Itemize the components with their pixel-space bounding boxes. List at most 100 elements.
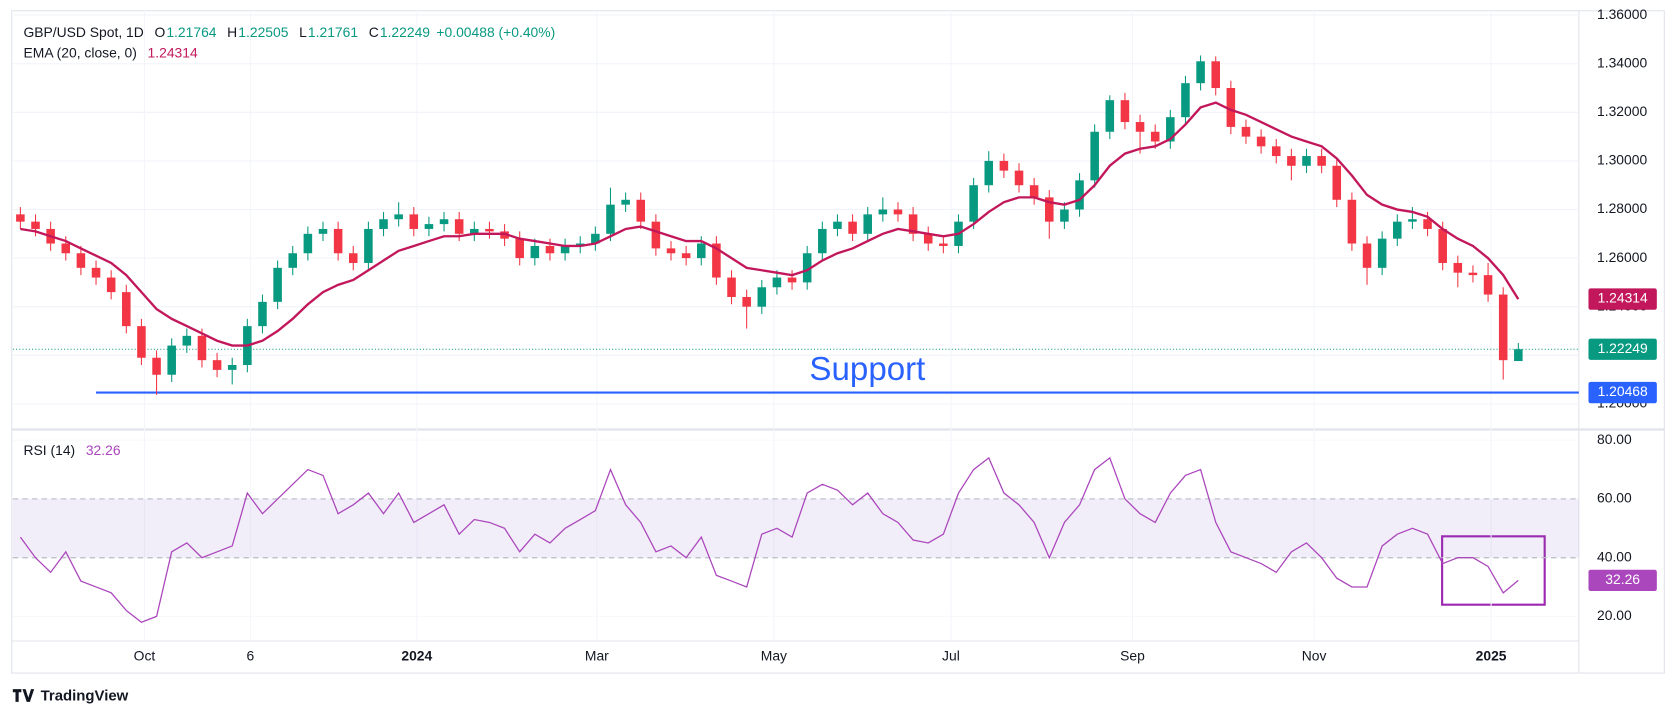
rsi-name: RSI (14) [24,442,76,458]
candle-body [802,253,812,283]
candle-body [1029,185,1039,198]
candle-body [1514,349,1523,362]
candle-body [878,209,888,215]
ohlc-value: 1.21764 [166,24,216,40]
x-tick-label: 2024 [401,648,432,664]
candle-body [591,233,600,244]
y-tick-label: 1.36000 [1597,6,1647,22]
candle-body [818,228,827,254]
candle-body [76,253,86,268]
candle-body [923,233,933,244]
rsi-badge-bg [1588,569,1657,592]
candle-body [1393,221,1402,239]
candle-body [258,301,267,327]
candle-body [530,245,540,259]
candle-body [1483,275,1493,295]
rsi-tick-label: 60.00 [1597,490,1632,506]
candle-body [318,228,328,234]
candle-body [681,253,691,259]
x-tick-label: Oct [134,648,156,664]
candle-body [61,243,71,254]
ema-badge-bg [1588,288,1657,310]
candle-body [621,199,630,205]
price-badge: 1.22249 [1598,340,1648,356]
candle-body [31,221,40,229]
candle-body [712,243,721,278]
candle-body [1256,136,1266,147]
candle-body [1226,88,1236,127]
candle-body [333,228,343,254]
rsi-band [12,498,1579,558]
candle-body [1166,117,1175,142]
candle-body [1120,100,1130,123]
candle-body [969,185,978,222]
candle-body [1014,170,1024,186]
candle-body [1075,180,1084,210]
candle-body [288,253,298,268]
price-badge-bg [1588,338,1657,360]
candle-body [757,287,767,307]
support-badge: 1.20468 [1598,383,1648,399]
candle-body [197,335,207,361]
candle-body [470,228,479,234]
x-tick-label: 2025 [1476,648,1507,664]
brand-logo [12,689,35,702]
candle-body [863,214,872,234]
candle-body [893,209,903,215]
candle-body [182,335,192,346]
candle-body [651,221,661,249]
candle-body [152,357,161,375]
y-tick-label: 1.32000 [1597,103,1647,119]
y-tick-label: 1.26000 [1597,249,1647,265]
brand-name: TradingView [41,688,129,705]
ema-legend: EMA (20, close, 0) 1.24314 [24,44,198,60]
candle-body [1317,156,1326,166]
candle-body [348,253,358,263]
plot: 1.200001.220001.240001.260001.280001.300… [12,6,1657,664]
brand: TradingView [12,688,129,705]
candle-body [1090,131,1099,181]
candle-body [606,204,615,234]
frame [11,10,1665,674]
ohlc-value: 1.22249 [380,24,430,40]
candle-body [137,326,146,358]
x-tick-label: May [761,648,787,664]
ema-name: EMA (20, close, 0) [24,44,137,60]
candle-body [1377,238,1387,268]
x-tick-label: 6 [247,648,255,664]
rsi-tick-label: 20.00 [1597,607,1632,623]
candle-body [636,199,646,222]
candle-body [984,160,994,186]
candle-body [666,248,676,254]
ohlc-key: L [299,24,307,40]
candle-body [696,243,706,259]
ema-line [20,101,1520,347]
candle-body [1498,294,1508,361]
ohlc-key: C [369,24,379,40]
candle-body [575,243,585,246]
candle-body [1362,243,1372,268]
candle-body [454,219,464,234]
candle-body [16,214,25,222]
ema-badge: 1.24314 [1598,290,1648,306]
candle-body [1196,61,1205,84]
candle-body [1105,100,1115,132]
x-tick-label: Sep [1120,648,1145,664]
candle-body [560,245,570,254]
ohlc-value: 1.21761 [308,24,358,40]
candle-body [1438,228,1447,263]
ema-value: 1.24314 [148,44,198,60]
rsi-line [19,456,1519,623]
candle-body [1150,131,1160,142]
candle-body [424,224,434,229]
rsi-tick-label: 40.00 [1597,548,1632,564]
candle-body [1302,156,1311,166]
candle-body [833,221,842,229]
candle-body [167,345,176,375]
candle-body [772,277,782,288]
candle-body [1241,126,1251,137]
candle-body [1287,156,1296,166]
candle-body [303,233,313,254]
candle-body [1135,122,1145,132]
